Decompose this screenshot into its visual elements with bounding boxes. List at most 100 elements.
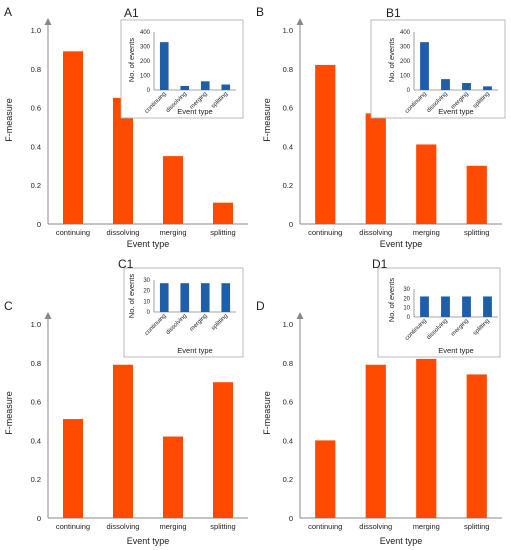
inset-x-axis-title: Event type — [438, 107, 473, 116]
y-tick-label: 1.0 — [31, 320, 41, 329]
inset-letter: C1 — [118, 257, 134, 271]
y-axis-arrow — [44, 18, 52, 25]
inset-bar-continuing — [159, 283, 169, 312]
chart-panel-c: C 0 0.2 0.4 0.6 0.8 1.0 F-measure continuing diss… — [4, 257, 248, 546]
y-tick-label: 0.6 — [283, 398, 293, 407]
x-tick-label: merging — [159, 228, 186, 237]
inset-y-tick-label: 30 — [143, 278, 150, 284]
x-tick-label: merging — [413, 522, 440, 531]
inset-y-tick-label: 0 — [407, 88, 411, 94]
x-axis-title: Event type — [380, 239, 423, 249]
inset-y-tick-label: 10 — [143, 299, 150, 305]
inset-y-tick-label: 20 — [143, 289, 150, 295]
inset-bar-continuing — [159, 42, 169, 90]
inset-bar-dissolving — [180, 85, 190, 90]
inset-y-tick-label: 0 — [147, 310, 151, 316]
y-tick-label: 0.2 — [31, 181, 41, 190]
y-tick-label: 0.2 — [283, 475, 293, 484]
inset-frame — [120, 19, 244, 119]
inset-bar-continuing — [420, 42, 429, 90]
inset-y-tick-label: 30 — [403, 287, 410, 293]
bar-splitting — [213, 382, 233, 518]
y-tick-label: 0.6 — [31, 104, 41, 113]
y-tick-label: 0.2 — [283, 181, 293, 190]
x-tick-label: continuing — [308, 522, 342, 531]
inset-frame — [370, 19, 506, 119]
inset-y-tick-label: 0 — [407, 315, 411, 321]
chart-panel-d: D 0 0.2 0.4 0.6 0.8 1.0 F-measure continuing diss… — [256, 257, 502, 546]
bar-merging — [163, 436, 183, 518]
panel-letter: D — [256, 299, 265, 313]
y-tick-label: 0 — [37, 514, 41, 523]
y-tick-label: 0.4 — [31, 142, 41, 151]
inset-frame — [123, 267, 244, 358]
inset-y-tick-label: 400 — [400, 30, 411, 36]
x-tick-label: continuing — [308, 228, 342, 237]
y-tick-label: 0.2 — [31, 475, 41, 484]
inset-bar-splitting — [483, 296, 492, 317]
bar-continuing — [63, 51, 83, 225]
inset-bar-merging — [462, 83, 471, 90]
inset-y-tick-label: 300 — [140, 45, 151, 51]
inset-y-axis-title: No. of events — [127, 274, 136, 318]
y-tick-label: 0.4 — [283, 436, 293, 445]
panel-letter: A — [4, 5, 12, 19]
x-tick-label: dissolving — [359, 522, 392, 531]
inset-y-axis-title: No. of events — [387, 38, 396, 82]
x-tick-label: splitting — [464, 522, 489, 531]
inset-bar-splitting — [483, 86, 492, 90]
y-tick-label: 1.0 — [283, 26, 293, 35]
bar-dissolving — [113, 364, 133, 518]
x-tick-label: splitting — [464, 228, 489, 237]
y-axis-title: F-measure — [4, 391, 14, 435]
x-tick-label: continuing — [56, 228, 90, 237]
inset-y-tick-label: 200 — [140, 59, 151, 65]
inset-y-tick-label: 0 — [147, 88, 151, 94]
bar-merging — [416, 144, 437, 224]
inset-y-axis-title: No. of events — [387, 278, 396, 322]
x-tick-label: splitting — [210, 522, 235, 531]
inset-x-axis-title: Event type — [177, 107, 212, 116]
bar-splitting — [466, 165, 487, 224]
y-tick-label: 0.4 — [31, 436, 41, 445]
inset-y-tick-label: 400 — [140, 30, 151, 36]
bar-splitting — [466, 374, 487, 518]
bar-dissolving — [113, 97, 133, 224]
y-axis-arrow — [44, 312, 52, 319]
y-tick-label: 0 — [289, 220, 293, 229]
y-axis-title: F-measure — [262, 391, 272, 435]
inset-y-axis-title: No. of events — [127, 38, 136, 82]
inset-y-tick-label: 300 — [400, 45, 411, 51]
x-tick-label: dissolving — [107, 228, 140, 237]
y-tick-label: 0.6 — [31, 398, 41, 407]
x-axis-title: Event type — [127, 239, 170, 249]
y-tick-label: 0.4 — [283, 142, 293, 151]
bar-merging — [163, 156, 183, 224]
panel-letter: C — [4, 299, 13, 313]
x-tick-label: merging — [413, 228, 440, 237]
inset-bar-splitting — [221, 283, 231, 312]
bar-dissolving — [365, 364, 386, 518]
y-tick-label: 0.8 — [283, 359, 293, 368]
x-tick-label: splitting — [210, 228, 235, 237]
y-tick-label: 0.8 — [31, 65, 41, 74]
inset-frame — [377, 267, 501, 358]
inset-letter: D1 — [372, 257, 388, 271]
inset-letter: B1 — [386, 6, 401, 20]
inset-y-tick-label: 10 — [403, 306, 410, 312]
bar-dissolving — [365, 113, 386, 224]
x-tick-label: merging — [159, 522, 186, 531]
x-axis-title: Event type — [380, 536, 423, 546]
inset-bar-merging — [200, 81, 210, 90]
bar-merging — [416, 358, 437, 518]
inset-y-tick-label: 100 — [400, 74, 411, 80]
inset-letter: A1 — [124, 6, 139, 20]
inset-bar-merging — [200, 283, 210, 312]
y-axis-title: F-measure — [262, 98, 272, 142]
inset-y-tick-label: 200 — [400, 59, 411, 65]
chart-panel-a: A 0 0.2 0.4 0.6 0.8 1.0 F-measure continuing diss… — [4, 5, 248, 249]
bar-continuing — [63, 419, 83, 518]
